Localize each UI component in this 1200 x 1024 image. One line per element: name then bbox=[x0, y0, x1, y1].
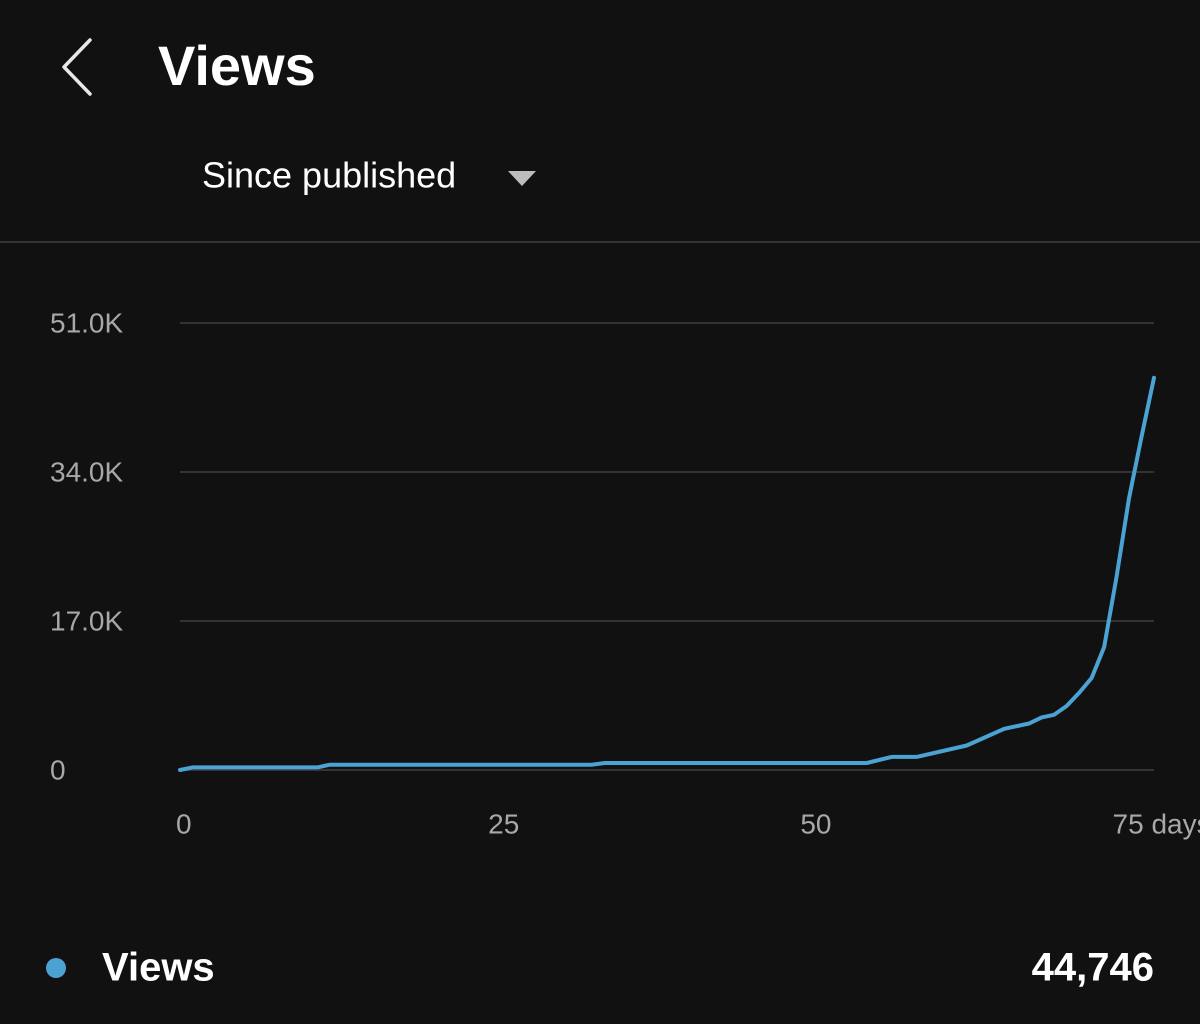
y-tick-label: 17.0K bbox=[50, 605, 123, 636]
page-title: Views bbox=[158, 34, 316, 97]
legend-dot bbox=[46, 958, 66, 978]
x-tick-label: 50 bbox=[800, 808, 831, 839]
x-tick-label: 25 bbox=[488, 808, 519, 839]
total-views: 44,746 bbox=[1032, 946, 1154, 990]
y-tick-label: 0 bbox=[50, 754, 66, 785]
x-tick-label: 0 bbox=[176, 808, 192, 839]
y-tick-label: 34.0K bbox=[50, 456, 123, 487]
chart: 0 17.0K 34.0K 51.0K 0 25 50 75 days bbox=[50, 307, 1200, 839]
legend-label: Views bbox=[102, 946, 215, 990]
back-button[interactable] bbox=[62, 38, 92, 96]
y-tick-label: 51.0K bbox=[50, 307, 123, 338]
dropdown-arrow bbox=[508, 171, 536, 186]
x-tick-label: 75 days bbox=[1113, 808, 1200, 839]
data-line bbox=[178, 375, 1156, 772]
filter-label: Since published bbox=[202, 155, 456, 196]
date-filter[interactable]: Since published bbox=[202, 155, 536, 196]
